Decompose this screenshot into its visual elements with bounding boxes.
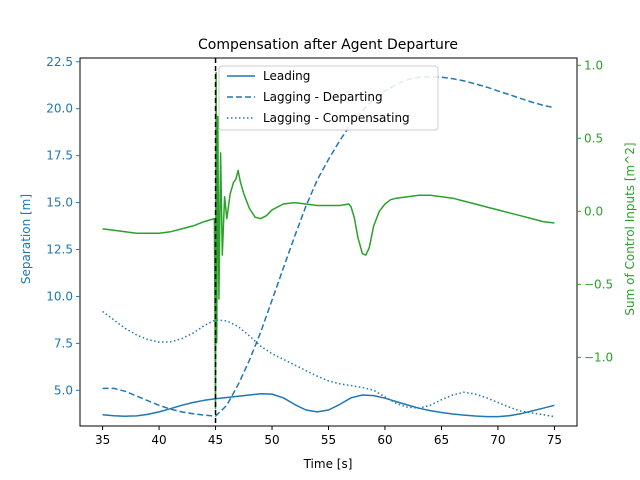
series-line-2: [102, 310, 555, 418]
x-axis: 35 40 45 50 55 60 65 70 75: [95, 426, 562, 447]
left-y-axis: 5.0 7.5 10.0 12.5 15.0 17.5 20.0 22.5: [46, 55, 80, 397]
right-y-tick-label: 0.5: [584, 131, 603, 145]
left-y-tick-label: 5.0: [54, 383, 73, 397]
right-y-tick-label: 0.0: [584, 204, 603, 218]
right-y-tick-label: −1.0: [584, 350, 613, 364]
x-tick-label: 60: [377, 433, 392, 447]
legend-box: [218, 65, 439, 131]
left-y-tick-label: 20.0: [46, 102, 73, 116]
series-line-3: [102, 71, 555, 410]
left-y-tick-label: 7.5: [54, 336, 73, 350]
x-tick-label: 55: [321, 433, 336, 447]
x-tick-label: 50: [264, 433, 279, 447]
series-line-1: [102, 76, 555, 417]
right-y-axis-label: Sum of Control Inputs [m^2]: [623, 142, 637, 315]
left-y-tick-label: 15.0: [46, 196, 73, 210]
left-y-tick-label: 17.5: [46, 149, 73, 163]
left-y-tick-label: 12.5: [46, 243, 73, 257]
right-y-tick-label: −0.5: [584, 277, 613, 291]
left-y-axis-label: Separation [m]: [19, 194, 33, 284]
right-y-tick-label: 1.0: [584, 58, 603, 72]
legend-label: Lagging - Compensating: [263, 111, 410, 125]
x-tick-label: 75: [547, 433, 562, 447]
legend: Leading Lagging - Departing Lagging - Comp…: [218, 65, 439, 131]
plot-area: [102, 58, 555, 426]
chart-title: Compensation after Agent Departure: [198, 37, 458, 53]
legend-label: Lagging - Departing: [263, 90, 383, 104]
x-tick-label: 70: [490, 433, 505, 447]
x-tick-label: 35: [95, 433, 110, 447]
x-tick-label: 40: [151, 433, 166, 447]
x-tick-label: 45: [208, 433, 223, 447]
x-axis-label: Time [s]: [303, 457, 353, 471]
x-tick-label: 65: [434, 433, 449, 447]
left-y-tick-label: 10.0: [46, 289, 73, 303]
legend-label: Leading: [263, 69, 310, 83]
series-layer: [102, 71, 555, 418]
left-y-tick-label: 22.5: [46, 55, 73, 69]
series-line-0: [102, 392, 555, 418]
right-y-axis: −1.0 −0.5 0.0 0.5 1.0: [577, 58, 613, 364]
